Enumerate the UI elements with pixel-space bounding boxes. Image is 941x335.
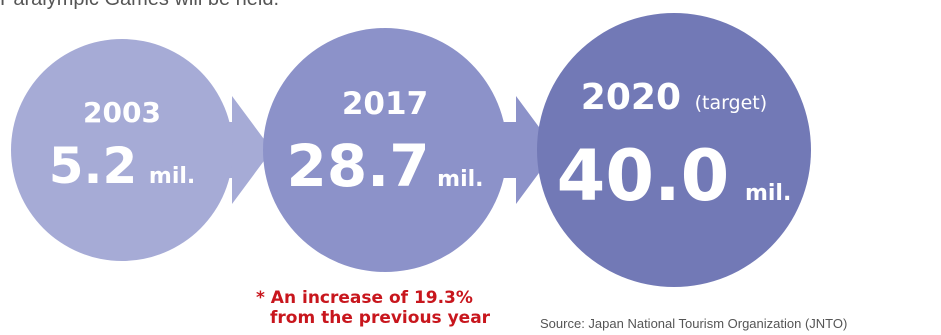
value-2020-label: 40.0 mil. xyxy=(557,135,792,217)
circle-2017 xyxy=(263,28,507,272)
year-2017-label: 2017 xyxy=(342,86,428,122)
value-2003-unit: mil. xyxy=(149,164,195,189)
value-2003-number: 5.2 xyxy=(49,137,138,195)
intro-text: Paralympic Games will be held. xyxy=(0,0,279,11)
increase-note: * An increase of 19.3% from the previous… xyxy=(256,288,556,328)
arrow-2017-to-2020 xyxy=(494,96,556,204)
increase-note-line2: from the previous year xyxy=(270,308,491,328)
value-2017-number: 28.7 xyxy=(286,132,429,200)
value-2020-number: 40.0 xyxy=(557,135,730,217)
value-2017-label: 28.7 mil. xyxy=(286,132,483,200)
circle-2003 xyxy=(11,39,233,261)
value-2017-unit: mil. xyxy=(437,167,483,192)
value-2003-label: 5.2 mil. xyxy=(49,137,196,195)
year-2003-label: 2003 xyxy=(83,96,161,129)
year-2020-number: 2020 xyxy=(581,77,681,118)
year-2020-label: 2020 (target) xyxy=(581,77,767,118)
increase-note-line1: * An increase of 19.3% xyxy=(256,288,473,308)
year-2020-qualifier: (target) xyxy=(695,92,768,114)
value-2020-unit: mil. xyxy=(745,181,791,206)
source-note: Source: Japan National Tourism Organizat… xyxy=(540,316,848,331)
circle-2020 xyxy=(537,13,811,287)
